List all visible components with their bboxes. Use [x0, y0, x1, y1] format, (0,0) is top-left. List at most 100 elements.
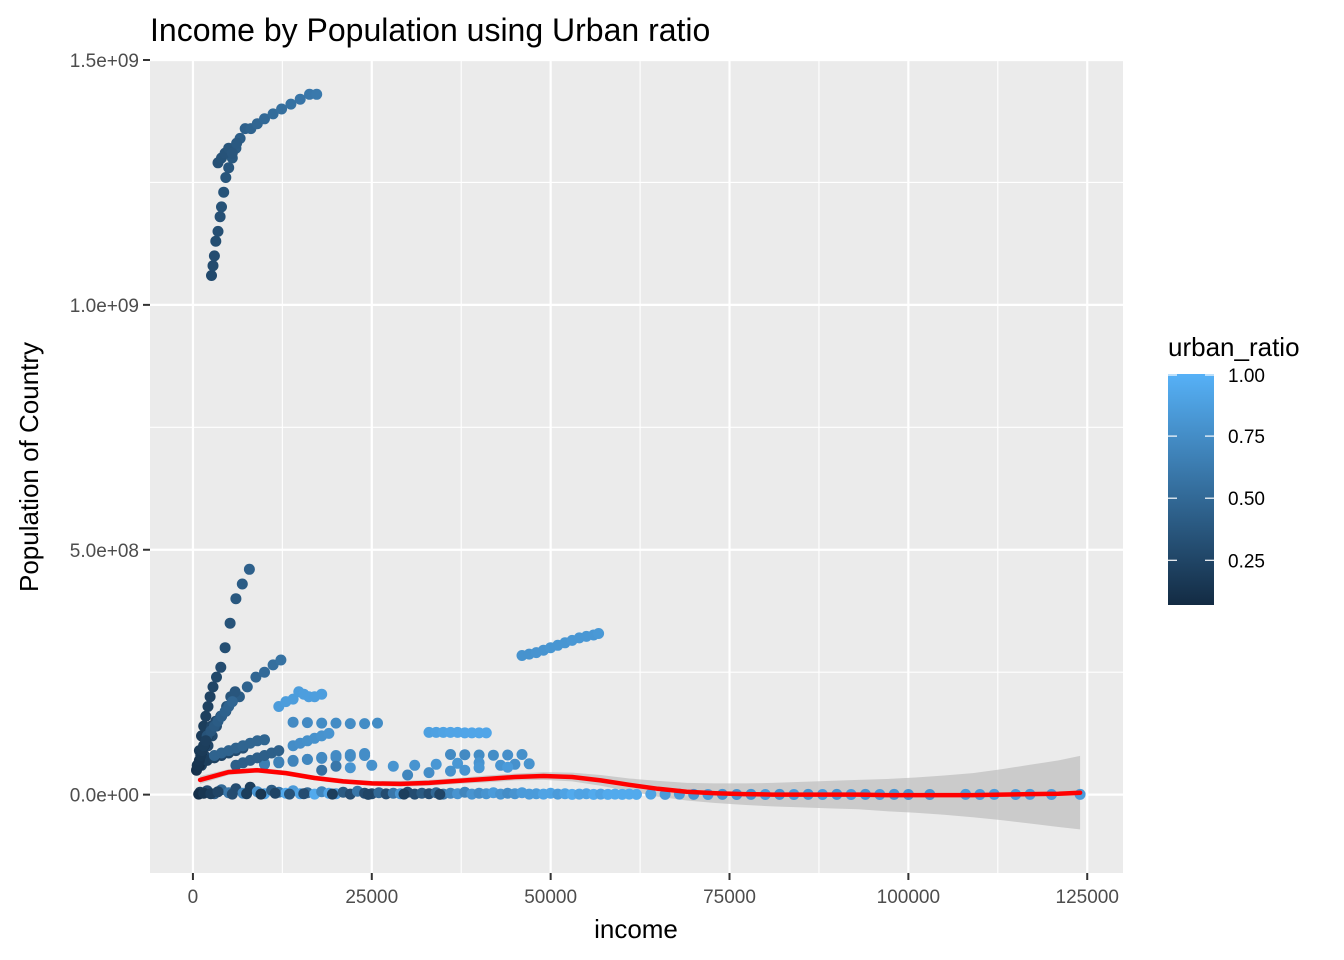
- smooth-line-group: [197, 767, 1083, 798]
- data-point: [259, 734, 270, 746]
- data-point: [516, 749, 528, 760]
- data-point: [502, 749, 514, 761]
- smooth-line: [197, 767, 1083, 798]
- x-tick-label: 75000: [703, 887, 756, 908]
- data-point: [287, 754, 299, 766]
- x-tick-label: 100000: [877, 887, 940, 908]
- data-point: [226, 788, 238, 800]
- data-point: [207, 260, 219, 272]
- data-point: [344, 718, 356, 730]
- data-point: [344, 750, 356, 762]
- data-point: [423, 767, 435, 779]
- data-point: [330, 760, 342, 772]
- data-point: [259, 113, 270, 125]
- data-point: [330, 717, 342, 729]
- data-point: [200, 735, 212, 747]
- data-point: [214, 211, 226, 223]
- data-point: [362, 788, 374, 800]
- data-point: [275, 654, 287, 666]
- data-point: [230, 593, 242, 605]
- data-point: [301, 717, 313, 729]
- data-point: [645, 788, 657, 800]
- data-point: [255, 788, 267, 800]
- legend-tick-label: 0.25: [1228, 551, 1265, 572]
- data-point: [211, 671, 222, 683]
- data-point: [359, 718, 371, 730]
- data-point: [285, 98, 297, 110]
- data-point: [241, 681, 253, 693]
- data-point: [387, 760, 399, 772]
- data-point: [206, 270, 217, 281]
- data-point: [267, 108, 279, 120]
- data-point: [326, 788, 338, 800]
- data-point: [287, 716, 299, 728]
- data-point: [208, 250, 220, 262]
- data-point: [284, 788, 295, 800]
- data-point: [229, 686, 241, 698]
- data-point: [202, 701, 214, 712]
- x-tick-label: 125000: [1056, 887, 1119, 908]
- data-point: [330, 751, 342, 763]
- data-point: [593, 628, 605, 639]
- data-point: [220, 172, 232, 183]
- data-point: [459, 749, 471, 761]
- data-point: [445, 749, 456, 760]
- data-point: [487, 749, 499, 761]
- data-point: [452, 757, 464, 769]
- data-point: [210, 235, 222, 247]
- data-point: [316, 688, 328, 700]
- legend-tick-label: 1.00: [1228, 366, 1265, 387]
- data-point: [218, 186, 230, 198]
- chart-title: Income by Population using Urban ratio: [150, 12, 710, 48]
- data-point: [298, 788, 310, 800]
- data-point: [301, 753, 313, 765]
- y-tick-label: 0.0e+00: [70, 786, 139, 807]
- data-point: [316, 752, 328, 764]
- data-point: [236, 578, 248, 590]
- data-point: [398, 788, 410, 800]
- data-point: [523, 758, 535, 770]
- y-axis: 0.0e+00 5.0e+08 1.0e+09 1.5e+09: [70, 51, 150, 807]
- legend: urban_ratio 1.00 0.75 0.50 0.25: [1168, 332, 1300, 605]
- data-point: [480, 727, 492, 739]
- data-point: [241, 788, 253, 800]
- colorbar: [1168, 374, 1214, 605]
- x-tick-label: 0: [188, 887, 199, 908]
- data-point: [631, 788, 642, 800]
- data-point: [207, 681, 219, 693]
- data-point: [316, 717, 328, 729]
- x-axis: 0 25000 50000 75000 100000 125000: [188, 873, 1119, 908]
- data-point: [200, 710, 212, 722]
- data-point: [344, 762, 356, 774]
- data-point: [502, 761, 514, 773]
- data-point: [473, 749, 485, 761]
- data-point: [250, 671, 262, 683]
- legend-title: urban_ratio: [1168, 332, 1300, 362]
- data-point: [473, 762, 485, 774]
- data-point: [459, 764, 471, 776]
- data-point: [409, 759, 421, 771]
- data-point: [215, 661, 227, 673]
- data-point: [243, 563, 255, 575]
- data-point: [273, 745, 285, 757]
- data-point: [316, 764, 328, 776]
- data-point: [259, 666, 270, 678]
- data-point: [276, 103, 288, 115]
- y-tick-label: 1.0e+09: [70, 296, 139, 317]
- data-point: [372, 717, 383, 729]
- legend-tick-label: 0.50: [1228, 489, 1265, 510]
- data-point: [445, 765, 456, 777]
- x-tick-label: 25000: [345, 887, 398, 908]
- data-point: [216, 201, 227, 213]
- data-point: [226, 147, 238, 159]
- data-point: [366, 759, 378, 771]
- x-tick-label: 50000: [524, 887, 577, 908]
- data-point: [269, 787, 281, 799]
- data-point: [224, 617, 236, 629]
- data-point: [402, 769, 414, 781]
- data-point: [323, 727, 335, 739]
- y-axis-title: Population of Country: [14, 342, 44, 592]
- data-point: [212, 786, 224, 798]
- data-point: [219, 642, 231, 654]
